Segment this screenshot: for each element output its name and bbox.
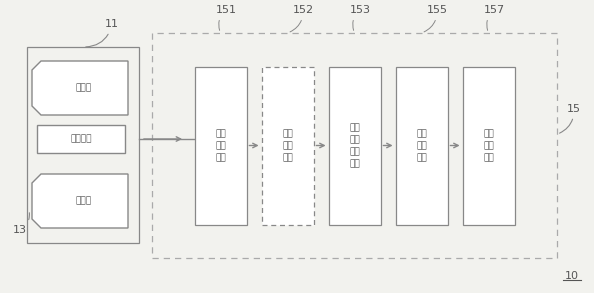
Text: 采集: 采集 [215, 141, 226, 150]
Text: 图像: 图像 [416, 129, 427, 138]
Text: 157: 157 [484, 5, 505, 30]
Text: 三维: 三维 [483, 129, 494, 138]
Text: 提取: 提取 [349, 147, 360, 156]
Text: 单元: 单元 [215, 153, 226, 162]
Text: 单元: 单元 [282, 153, 293, 162]
FancyBboxPatch shape [396, 67, 447, 224]
Text: 单元: 单元 [483, 153, 494, 162]
Polygon shape [32, 174, 128, 228]
Text: 单元: 单元 [416, 153, 427, 162]
Text: 152: 152 [290, 5, 314, 32]
Text: 血管: 血管 [349, 123, 360, 132]
Text: 特征: 特征 [349, 135, 360, 144]
Text: 10: 10 [565, 271, 579, 281]
Text: 增强: 增强 [282, 141, 293, 150]
Text: 图像: 图像 [215, 129, 226, 138]
Text: 15: 15 [560, 104, 581, 133]
Text: 重建: 重建 [483, 141, 494, 150]
FancyBboxPatch shape [27, 47, 139, 243]
Text: 红外光源: 红外光源 [70, 134, 91, 144]
Text: 153: 153 [349, 5, 371, 30]
Text: 151: 151 [216, 5, 236, 30]
Text: 单元: 单元 [349, 159, 360, 168]
Text: 155: 155 [424, 5, 447, 32]
Text: 13: 13 [13, 213, 30, 235]
FancyBboxPatch shape [194, 67, 247, 224]
FancyBboxPatch shape [261, 67, 314, 224]
Text: 匹配: 匹配 [416, 141, 427, 150]
Text: 摄像头: 摄像头 [76, 197, 92, 205]
Text: 11: 11 [86, 19, 119, 47]
FancyBboxPatch shape [463, 67, 514, 224]
Text: 图像: 图像 [282, 129, 293, 138]
FancyBboxPatch shape [37, 125, 125, 153]
Polygon shape [32, 61, 128, 115]
Text: 摄像头: 摄像头 [76, 84, 92, 93]
FancyBboxPatch shape [328, 67, 381, 224]
